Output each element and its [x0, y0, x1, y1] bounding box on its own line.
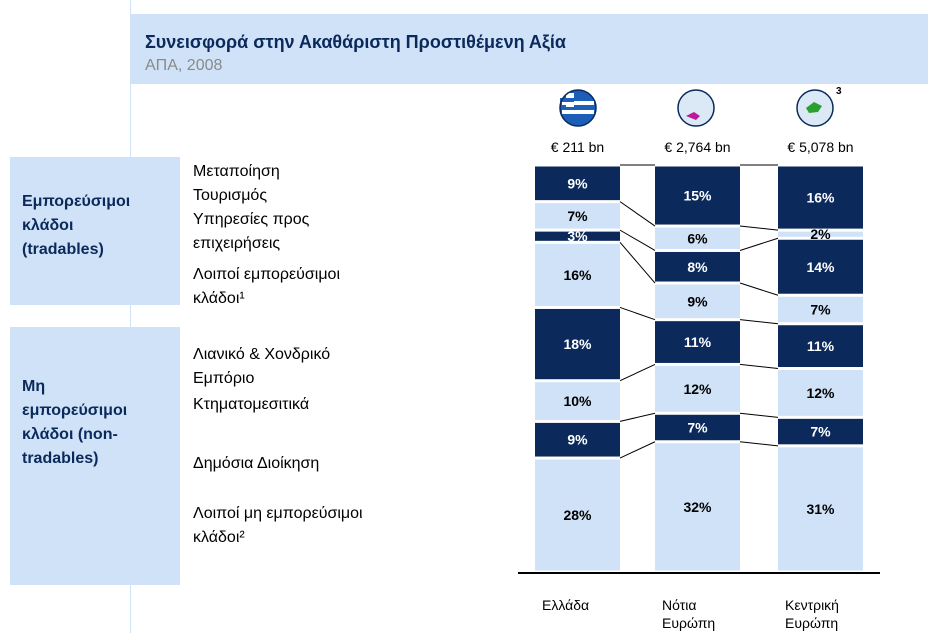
value-label: 2%: [810, 226, 831, 242]
sector-label: Κτηματομεσιτικά: [193, 396, 310, 413]
sector-label: Λοιποί μη εμπορεύσιμοι κλάδοι²: [193, 505, 363, 546]
chart-title: Συνεισφορά στην Ακαθάριστη Προστιθέμενη …: [145, 32, 566, 52]
bar-segment: [778, 296, 863, 323]
connector: [619, 229, 656, 251]
value-label: 9%: [567, 175, 588, 191]
value-label: 15%: [683, 188, 712, 204]
group-label: Μη εμπορεύσιμοι κλάδοι (non-tradables): [22, 378, 128, 467]
value-label: 9%: [687, 293, 708, 309]
header-band: [131, 14, 928, 84]
connector: [739, 225, 779, 231]
bar-segment: [655, 284, 740, 319]
value-label: 9%: [567, 432, 588, 448]
value-label: 18%: [563, 336, 592, 352]
value-label: 11%: [684, 334, 712, 350]
value-label: 7%: [687, 420, 708, 436]
value-label: 14%: [806, 259, 835, 275]
sector-label: Υπηρεσίες προς επιχειρήσεις: [193, 211, 310, 252]
connector: [739, 363, 779, 369]
connector: [739, 237, 779, 251]
value-label: 8%: [687, 259, 708, 275]
value-label: 11%: [807, 338, 835, 354]
map-icon: [796, 89, 834, 127]
bar-segment: [655, 414, 740, 441]
group-box: Εμπορεύσιμοι κλάδοι (tradables): [10, 157, 180, 305]
value-label: 12%: [806, 385, 835, 401]
value-label: 7%: [567, 208, 588, 224]
map-icon: [677, 89, 715, 127]
bar-segment: [535, 459, 620, 571]
value-label: 16%: [806, 190, 835, 206]
sector-label: Μεταποίηση: [193, 163, 280, 180]
sector-label: Λιανικό & Χονδρικό Εμπόριο: [193, 346, 331, 387]
bar-segment: [535, 243, 620, 306]
bar-segment: [778, 231, 863, 237]
bar-segment: [778, 418, 863, 445]
value-label: 28%: [563, 507, 592, 523]
connector: [739, 412, 779, 418]
bar-segment: [535, 308, 620, 380]
connector: [739, 319, 779, 325]
group-box: Μη εμπορεύσιμοι κλάδοι (non-tradables): [10, 327, 180, 585]
bar-segment: [655, 365, 740, 412]
bar-segment: [655, 227, 740, 249]
footnote-marker: 3: [836, 86, 842, 97]
bar-segment: [535, 422, 620, 457]
connector: [739, 282, 779, 296]
x-tick-label: Ελλάδα: [542, 597, 589, 613]
bar-segment: [655, 443, 740, 571]
connector: [739, 441, 779, 447]
connector: [619, 412, 656, 422]
value-label: 31%: [806, 501, 835, 517]
bar-segment: [778, 370, 863, 416]
value-label: 32%: [683, 499, 712, 515]
bar-segment: [655, 321, 740, 363]
connector: [619, 201, 656, 227]
value-label: 6%: [687, 230, 708, 246]
x-tick-label: Νότια Ευρώπη: [662, 597, 715, 631]
group-label: Εμπορεύσιμοι κλάδοι (tradables): [22, 193, 131, 258]
column-note: € 2,764 bn: [664, 139, 730, 155]
bar-segment: [778, 447, 863, 571]
x-tick-label: Κεντρική Ευρώπη: [785, 597, 839, 631]
bar-segment: [655, 166, 740, 225]
bar-segment: [535, 166, 620, 201]
connector: [619, 363, 656, 382]
sector-label: Τουρισμός: [193, 187, 268, 204]
chart-subtitle: ΑΠΑ, 2008: [145, 57, 223, 74]
flag-greece: [559, 89, 597, 127]
value-label: 12%: [683, 381, 712, 397]
value-label: 7%: [810, 301, 831, 317]
value-label: 7%: [810, 424, 831, 440]
connector: [619, 441, 656, 459]
connector: [619, 306, 656, 321]
bar-segment: [778, 325, 863, 367]
value-label: 3%: [567, 228, 588, 244]
bar-segment: [535, 231, 620, 241]
bar-segment: [655, 251, 740, 282]
column-note: € 211 bn: [551, 139, 604, 155]
value-label: 16%: [563, 267, 592, 283]
column-note: € 5,078 bn: [787, 139, 853, 155]
divider: [130, 0, 131, 633]
bar-segment: [535, 382, 620, 420]
sector-label: Δημόσια Διοίκηση: [193, 455, 320, 472]
bar-segment: [778, 239, 863, 294]
connector: [619, 242, 656, 284]
bar-segment: [778, 166, 863, 229]
sector-label: Λοιποί εμπορεύσιμοι κλάδοι¹: [193, 266, 340, 307]
bar-segment: [535, 203, 620, 229]
value-label: 10%: [563, 393, 592, 409]
